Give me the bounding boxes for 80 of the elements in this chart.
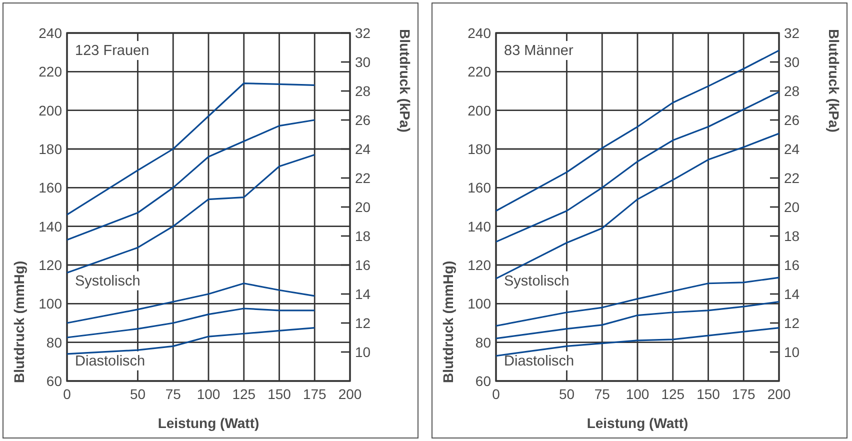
line-series <box>495 327 780 357</box>
x-tick-label: 200 <box>767 386 791 402</box>
y-tick-label: 60 <box>475 373 492 389</box>
line-series <box>66 308 316 338</box>
y2-tick-label: 16 <box>784 257 800 273</box>
y2-tick-label: 18 <box>355 228 371 244</box>
annotation: Systolisch <box>75 273 140 290</box>
y-tick-label: 120 <box>468 257 492 273</box>
y2-axis-title: Blutdruck (kPa) <box>826 29 842 132</box>
x-tick-label: 50 <box>130 386 146 402</box>
y-tick-label: 160 <box>38 180 62 196</box>
x-tick-label: 100 <box>196 386 220 402</box>
y-tick-label: 60 <box>46 373 62 389</box>
y-tick-label: 120 <box>38 257 62 273</box>
y2-tick-label: 14 <box>784 286 800 302</box>
y2-tick-label: 10 <box>784 344 800 360</box>
y-tick-label: 200 <box>38 102 62 118</box>
y-tick-label: 100 <box>468 296 492 312</box>
x-axis-title: Leistung (Watt) <box>158 415 260 431</box>
y2-tick-label: 14 <box>355 286 371 302</box>
line-series <box>66 154 316 274</box>
annotation: 123 Frauen <box>75 43 150 59</box>
y-tick-label: 220 <box>468 64 492 80</box>
x-tick-label: 0 <box>63 386 72 402</box>
line-series <box>66 82 316 216</box>
y2-tick-label: 28 <box>355 83 371 99</box>
y-axis-title: Blutdruck (mmHg) <box>440 260 456 383</box>
y2-tick-label: 24 <box>784 141 800 157</box>
y2-tick-label: 22 <box>355 170 371 186</box>
y-tick-label: 220 <box>38 64 62 80</box>
y-tick-label: 140 <box>468 218 492 234</box>
y-tick-label: 200 <box>468 102 492 118</box>
y-tick-label: 240 <box>468 25 492 41</box>
y-tick-label: 160 <box>468 180 492 196</box>
y2-tick-label: 20 <box>784 199 800 215</box>
line-series <box>495 276 780 327</box>
annotation: 83 Männer <box>504 43 574 59</box>
y-tick-label: 140 <box>38 218 62 234</box>
y-tick-label: 100 <box>38 296 62 312</box>
line-series <box>495 300 780 340</box>
annotation: Diastolisch <box>504 353 574 370</box>
y-tick-label: 180 <box>38 141 62 157</box>
y2-tick-label: 24 <box>355 141 371 157</box>
y2-tick-label: 20 <box>355 199 371 215</box>
x-tick-label: 125 <box>661 386 685 402</box>
x-tick-label: 200 <box>338 386 362 402</box>
x-tick-label: 150 <box>696 386 720 402</box>
x-tick-label: 50 <box>558 386 575 402</box>
x-tick-label: 125 <box>232 386 256 402</box>
y2-tick-label: 32 <box>355 25 371 41</box>
y2-tick-label: 26 <box>355 112 371 128</box>
y2-axis-title: Blutdruck (kPa) <box>397 29 413 132</box>
y2-tick-label: 18 <box>784 228 800 244</box>
line-series <box>66 119 316 241</box>
y-tick-label: 180 <box>468 141 492 157</box>
y-tick-label: 240 <box>38 25 62 41</box>
x-tick-label: 75 <box>165 386 182 402</box>
line-series <box>495 91 780 243</box>
y2-tick-label: 26 <box>784 112 800 128</box>
annotation: Systolisch <box>504 273 570 290</box>
y2-tick-label: 10 <box>355 344 371 360</box>
y2-tick-label: 16 <box>355 257 371 273</box>
y2-tick-label: 22 <box>784 170 800 186</box>
x-axis-title: Leistung (Watt) <box>586 415 688 431</box>
y2-tick-label: 12 <box>355 315 371 331</box>
x-tick-label: 175 <box>732 386 756 402</box>
x-tick-label: 175 <box>302 386 327 402</box>
y2-tick-label: 30 <box>784 54 800 70</box>
x-tick-label: 75 <box>594 386 610 402</box>
y2-tick-label: 32 <box>784 25 800 41</box>
x-tick-label: 100 <box>626 386 650 402</box>
y-tick-label: 80 <box>475 334 492 350</box>
y2-tick-label: 28 <box>784 83 800 99</box>
y-axis-title: Blutdruck (mmHg) <box>11 260 27 383</box>
x-tick-label: 0 <box>492 386 500 402</box>
y2-tick-label: 30 <box>355 54 371 70</box>
y2-tick-label: 12 <box>784 315 800 331</box>
annotation: Diastolisch <box>75 353 146 370</box>
y-tick-label: 80 <box>46 334 62 350</box>
x-tick-label: 150 <box>268 386 292 402</box>
